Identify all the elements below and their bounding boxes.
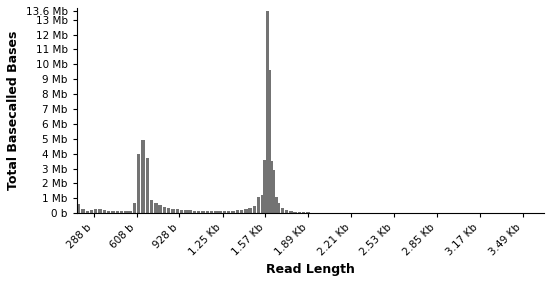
Bar (218, 211, 222, 213)
Bar (171, 209, 175, 213)
Bar (210, 211, 213, 213)
Bar (206, 211, 209, 213)
Bar (141, 140, 145, 213)
Bar (124, 211, 127, 213)
Bar (244, 209, 247, 213)
Bar (154, 203, 158, 213)
Bar (77, 204, 80, 213)
Bar (289, 211, 293, 213)
Bar (94, 209, 98, 213)
Bar (167, 209, 170, 213)
Bar (197, 211, 201, 213)
Bar (193, 211, 196, 213)
Bar (294, 212, 297, 213)
Bar (102, 210, 106, 213)
Bar (270, 161, 273, 213)
Bar (176, 209, 179, 213)
Bar (116, 211, 119, 213)
Bar (249, 208, 252, 213)
Bar (107, 211, 110, 213)
Bar (227, 211, 230, 213)
Bar (120, 211, 123, 213)
Bar (231, 211, 235, 213)
Bar (90, 210, 93, 213)
Bar (236, 210, 239, 213)
Bar (163, 207, 166, 213)
Bar (285, 210, 288, 213)
Bar (85, 211, 89, 213)
Bar (214, 211, 218, 213)
Bar (145, 158, 149, 213)
Bar (261, 195, 264, 213)
Bar (99, 209, 102, 213)
Bar (133, 203, 136, 213)
Bar (274, 197, 278, 213)
Bar (159, 205, 162, 213)
Bar (188, 210, 192, 213)
Bar (201, 211, 204, 213)
Bar (272, 170, 276, 213)
Y-axis label: Total Basecalled Bases: Total Basecalled Bases (7, 31, 20, 190)
X-axis label: Read Length: Read Length (266, 263, 355, 276)
Bar (223, 211, 226, 213)
Bar (263, 160, 267, 213)
Bar (137, 154, 141, 213)
Bar (257, 197, 261, 213)
Bar (302, 212, 305, 213)
Bar (240, 210, 243, 213)
Bar (150, 200, 153, 213)
Bar (268, 70, 271, 213)
Bar (298, 212, 301, 213)
Bar (111, 211, 115, 213)
Bar (184, 210, 187, 213)
Bar (128, 211, 132, 213)
Bar (277, 203, 280, 213)
Bar (180, 210, 183, 213)
Bar (253, 206, 256, 213)
Bar (82, 209, 85, 213)
Bar (266, 11, 269, 213)
Bar (280, 208, 284, 213)
